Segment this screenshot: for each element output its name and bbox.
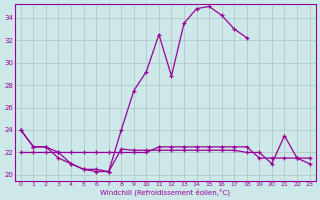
X-axis label: Windchill (Refroidissement éolien,°C): Windchill (Refroidissement éolien,°C) <box>100 188 230 196</box>
